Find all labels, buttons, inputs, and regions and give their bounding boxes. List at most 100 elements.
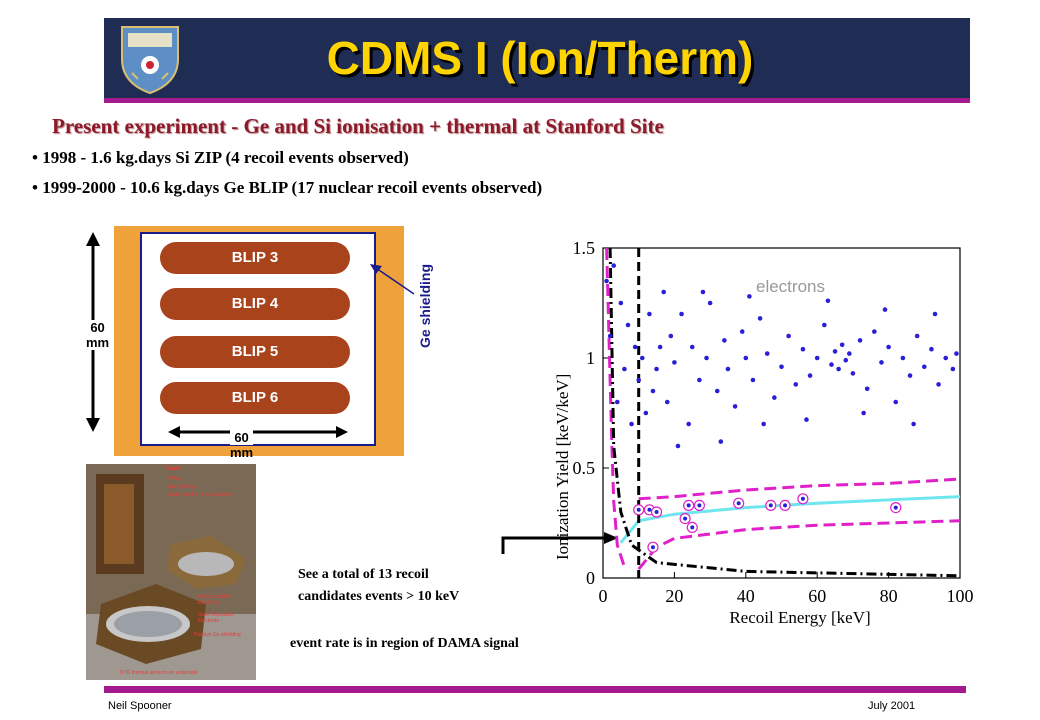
electron-event-point [872,329,877,334]
y-tick-label: 0 [586,568,595,588]
electron-band-lower-line [605,247,626,568]
bullet-si-zip: • 1998 - 1.6 kg.days Si ZIP (4 recoil ev… [32,148,409,167]
electron-event-point [707,300,713,306]
x-tick-label: 0 [599,586,608,606]
recoil-candidate-point [636,507,641,512]
width-label: 60 mm [230,430,254,460]
width-arrow [168,424,348,440]
electron-event-point [882,307,888,312]
y-tick-label: 0.5 [573,458,596,478]
y-axis-label: Ionization Yield [keV/keV] [553,374,572,560]
electron-event-point [786,333,791,339]
slide-subtitle: Present experiment - Ge and Si ionisatio… [52,114,664,138]
electron-event-point [847,351,852,356]
y-tick-label: 1 [586,348,595,368]
x-axis-label: Recoil Energy [keV] [729,608,870,627]
electron-event-point [718,439,724,444]
electron-event-point [832,349,838,354]
electron-event-point [664,399,670,405]
photo-label-ntd-sensors: NTD thermal sensors on underside [120,670,198,676]
blip-3-detector: BLIP 3 [160,242,350,274]
electron-event-point [643,410,649,416]
electron-event-point [639,355,645,361]
recoil-candidate-point [768,503,773,508]
electron-event-point [689,344,695,350]
electron-event-point [850,371,856,376]
electron-event-point [743,355,749,361]
electron-event-point [779,364,784,370]
electron-event-point [697,377,702,383]
electron-event-point [686,421,691,427]
ge-shielding-label: Ge shielding [410,222,440,352]
y-tick-label: 1.5 [573,238,596,258]
recoil-candidate-point [647,507,652,512]
electron-event-point [632,344,638,350]
electron-event-point [893,399,899,405]
recoil-candidate-point [686,503,691,508]
electron-event-point [625,322,631,328]
photo-label-outer-electrode: Outer Ionization Electrode [198,612,234,624]
detector-tower-photo: Tower Wiring heat sinking holds cold FET… [86,464,256,680]
height-label: 60 mm [86,320,110,350]
electron-event-point [657,344,663,350]
electron-event-point [700,289,706,295]
electron-event-point [747,294,752,299]
nuclear-band-center-line [619,495,961,544]
electron-event-point [861,410,866,416]
electron-event-point [629,421,634,427]
recoil-candidate-point [650,545,655,550]
university-crest-logo [108,21,192,96]
electron-event-point [604,278,609,284]
electron-event-point [800,346,806,352]
electron-event-point [864,386,870,392]
electron-event-point [922,364,927,370]
electron-event-point [839,342,845,348]
electron-event-point [618,300,624,306]
x-tick-label: 100 [947,586,974,606]
dama-note: event rate is in region of DAMA signal [290,636,519,651]
electron-event-point [950,366,956,372]
x-tick-label: 60 [808,586,826,606]
recoil-candidate-point [800,496,805,501]
photo-label-wiring: Wiring [168,476,183,482]
electron-event-point [757,316,763,321]
blip-4-detector: BLIP 4 [160,288,350,320]
electron-event-point [943,355,949,361]
electron-event-point [914,333,920,339]
electron-event-point [804,417,809,422]
electron-event-point [807,373,813,378]
electron-event-point [936,382,941,387]
photo-label-heat-sinking: heat sinking [168,484,195,490]
blip-5-detector: BLIP 5 [160,336,350,368]
recoil-candidate-point [736,501,741,506]
photo-label-fets: holds cold FETs for amplifiers [168,492,234,498]
title-underline [104,98,970,103]
footer-line [104,686,966,693]
recoil-candidate-point [683,516,688,521]
electron-event-point [672,360,677,365]
shielding-pointer-arrow [368,262,416,296]
recoil-candidate-point [893,505,898,510]
slide-title: CDMS I (Ion/Therm) [326,32,754,84]
electron-event-point [900,355,906,361]
photo-label-passive-shielding: Passive Ge shielding [194,632,241,638]
electron-event-point [614,399,620,405]
electron-event-point [857,338,863,343]
plot-frame [602,247,961,579]
recoil-candidate-point [697,503,702,508]
electron-event-point [793,382,799,387]
electron-event-point [829,362,834,367]
ionization-yield-chart: Ionization Yield [keV/keV] Recoil Energy… [500,230,990,630]
svg-text:Ge shielding: Ge shielding [417,264,433,348]
electron-event-point [722,338,727,343]
electron-event-point [761,421,766,427]
electron-event-point [704,355,709,361]
electron-event-point [668,333,674,339]
blip-6-detector: BLIP 6 [160,382,350,414]
electron-event-point [654,366,659,372]
ionization-threshold-line [608,247,961,578]
electron-event-point [714,388,720,394]
title-banner [104,18,970,98]
callout-arrow [500,530,620,556]
electron-event-point [675,443,681,449]
